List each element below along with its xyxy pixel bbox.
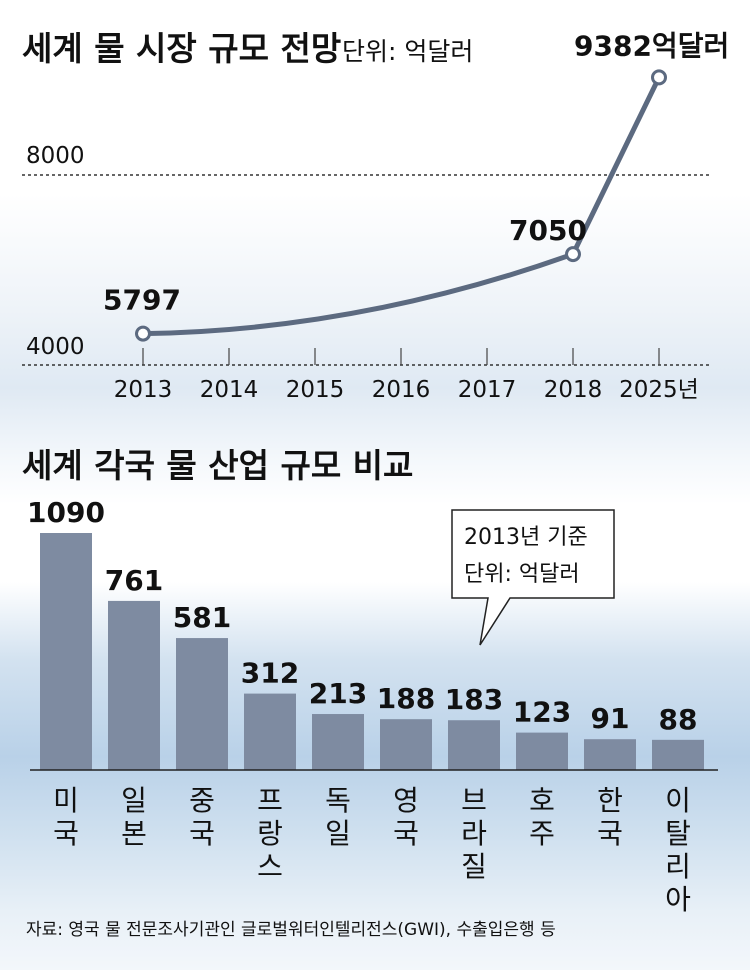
bar-chart-title: 세계 각국 물 산업 규모 비교 <box>22 446 413 485</box>
bar-value-4: 213 <box>309 677 367 710</box>
bar-value-1: 761 <box>105 564 163 597</box>
line-label-0: 5797 <box>103 284 181 317</box>
bar-value-2: 581 <box>173 601 231 634</box>
xtick-label-4: 2017 <box>458 377 517 403</box>
callout-line1: 2013년 기준 <box>464 525 588 550</box>
bar-value-9: 88 <box>659 703 698 736</box>
line-point-0 <box>135 325 151 342</box>
bar-value-7: 123 <box>513 696 571 729</box>
bar-8 <box>584 739 636 770</box>
bar-4 <box>312 714 364 770</box>
bar-2 <box>176 638 228 770</box>
line-label-1: 7050 <box>509 214 587 247</box>
line-chart-title: 세계 물 시장 규모 전망 <box>22 29 341 68</box>
line-label-2: 9382억달러 <box>574 29 729 62</box>
bar-value-8: 91 <box>591 702 630 735</box>
bar-5 <box>380 719 432 770</box>
ytick-4000: 4000 <box>26 334 85 360</box>
callout-bubble: 2013년 기준 단위: 억달러 <box>451 509 615 646</box>
line-series <box>142 76 662 337</box>
source-note: 자료: 영국 물 전문조사기관인 글로벌워터인텔리전스(GWI), 수출입은행 … <box>26 920 556 940</box>
bar-value-3: 312 <box>241 657 299 690</box>
bar-value-6: 183 <box>445 683 503 716</box>
callout-line2: 단위: 억달러 <box>464 562 580 587</box>
bar-3 <box>244 693 296 770</box>
bar-1 <box>108 600 160 770</box>
xtick-label-6: 2025년 <box>619 377 699 403</box>
xtick-label-1: 2014 <box>200 377 259 403</box>
bar-7 <box>516 732 568 770</box>
bar-0 <box>40 533 92 770</box>
line-point-1 <box>565 246 581 263</box>
xtick-label-3: 2016 <box>372 377 431 403</box>
xtick-label-2: 2015 <box>286 377 345 403</box>
bar-value-0: 1090 <box>27 496 105 529</box>
line-chart-unit: 단위: 억달러 <box>342 37 473 66</box>
bar-6 <box>448 720 500 770</box>
bar-9 <box>652 739 704 770</box>
xtick-label-0: 2013 <box>114 377 173 403</box>
line-point-2 <box>651 69 667 86</box>
ytick-8000: 8000 <box>26 143 85 169</box>
bar-value-5: 188 <box>377 682 435 715</box>
xtick-label-5: 2018 <box>544 377 603 403</box>
